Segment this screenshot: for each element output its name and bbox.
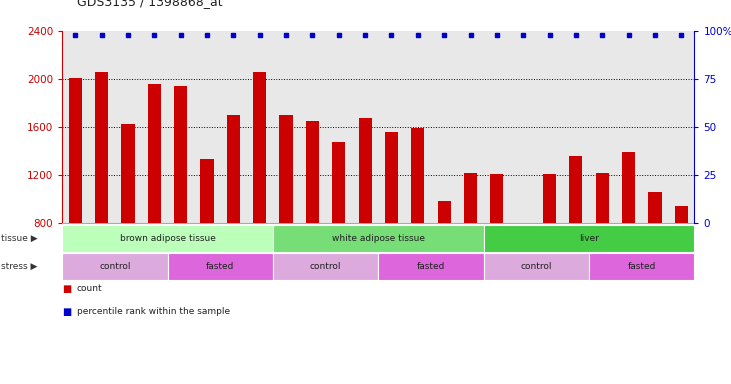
- Text: white adipose tissue: white adipose tissue: [332, 233, 425, 243]
- Bar: [174, 86, 187, 223]
- Bar: [543, 174, 556, 223]
- Bar: [438, 201, 451, 223]
- Bar: [253, 71, 266, 223]
- Text: liver: liver: [579, 233, 599, 243]
- Text: fasted: fasted: [417, 262, 445, 271]
- Bar: [569, 156, 583, 223]
- Text: fasted: fasted: [206, 262, 235, 271]
- Bar: [648, 192, 662, 223]
- Bar: [279, 115, 292, 223]
- Bar: [622, 152, 635, 223]
- Bar: [332, 142, 345, 223]
- Bar: [412, 128, 425, 223]
- Text: brown adipose tissue: brown adipose tissue: [120, 233, 216, 243]
- Bar: [517, 223, 530, 224]
- Text: ■: ■: [62, 307, 72, 317]
- Bar: [464, 173, 477, 223]
- Bar: [95, 71, 108, 223]
- Bar: [306, 121, 319, 223]
- Bar: [385, 131, 398, 223]
- Text: control: control: [310, 262, 341, 271]
- Text: control: control: [99, 262, 131, 271]
- Text: count: count: [77, 284, 102, 293]
- Bar: [596, 173, 609, 223]
- Bar: [121, 124, 135, 223]
- Bar: [358, 118, 371, 223]
- Bar: [675, 206, 688, 223]
- Text: control: control: [520, 262, 552, 271]
- Bar: [200, 159, 213, 223]
- Text: fasted: fasted: [628, 262, 656, 271]
- Text: ■: ■: [62, 284, 72, 294]
- Text: GDS3135 / 1398868_at: GDS3135 / 1398868_at: [77, 0, 222, 8]
- Text: stress ▶: stress ▶: [1, 262, 38, 271]
- Bar: [148, 84, 161, 223]
- Bar: [69, 78, 82, 223]
- Bar: [491, 174, 504, 223]
- Text: percentile rank within the sample: percentile rank within the sample: [77, 307, 230, 316]
- Text: tissue ▶: tissue ▶: [1, 233, 38, 243]
- Bar: [227, 115, 240, 223]
